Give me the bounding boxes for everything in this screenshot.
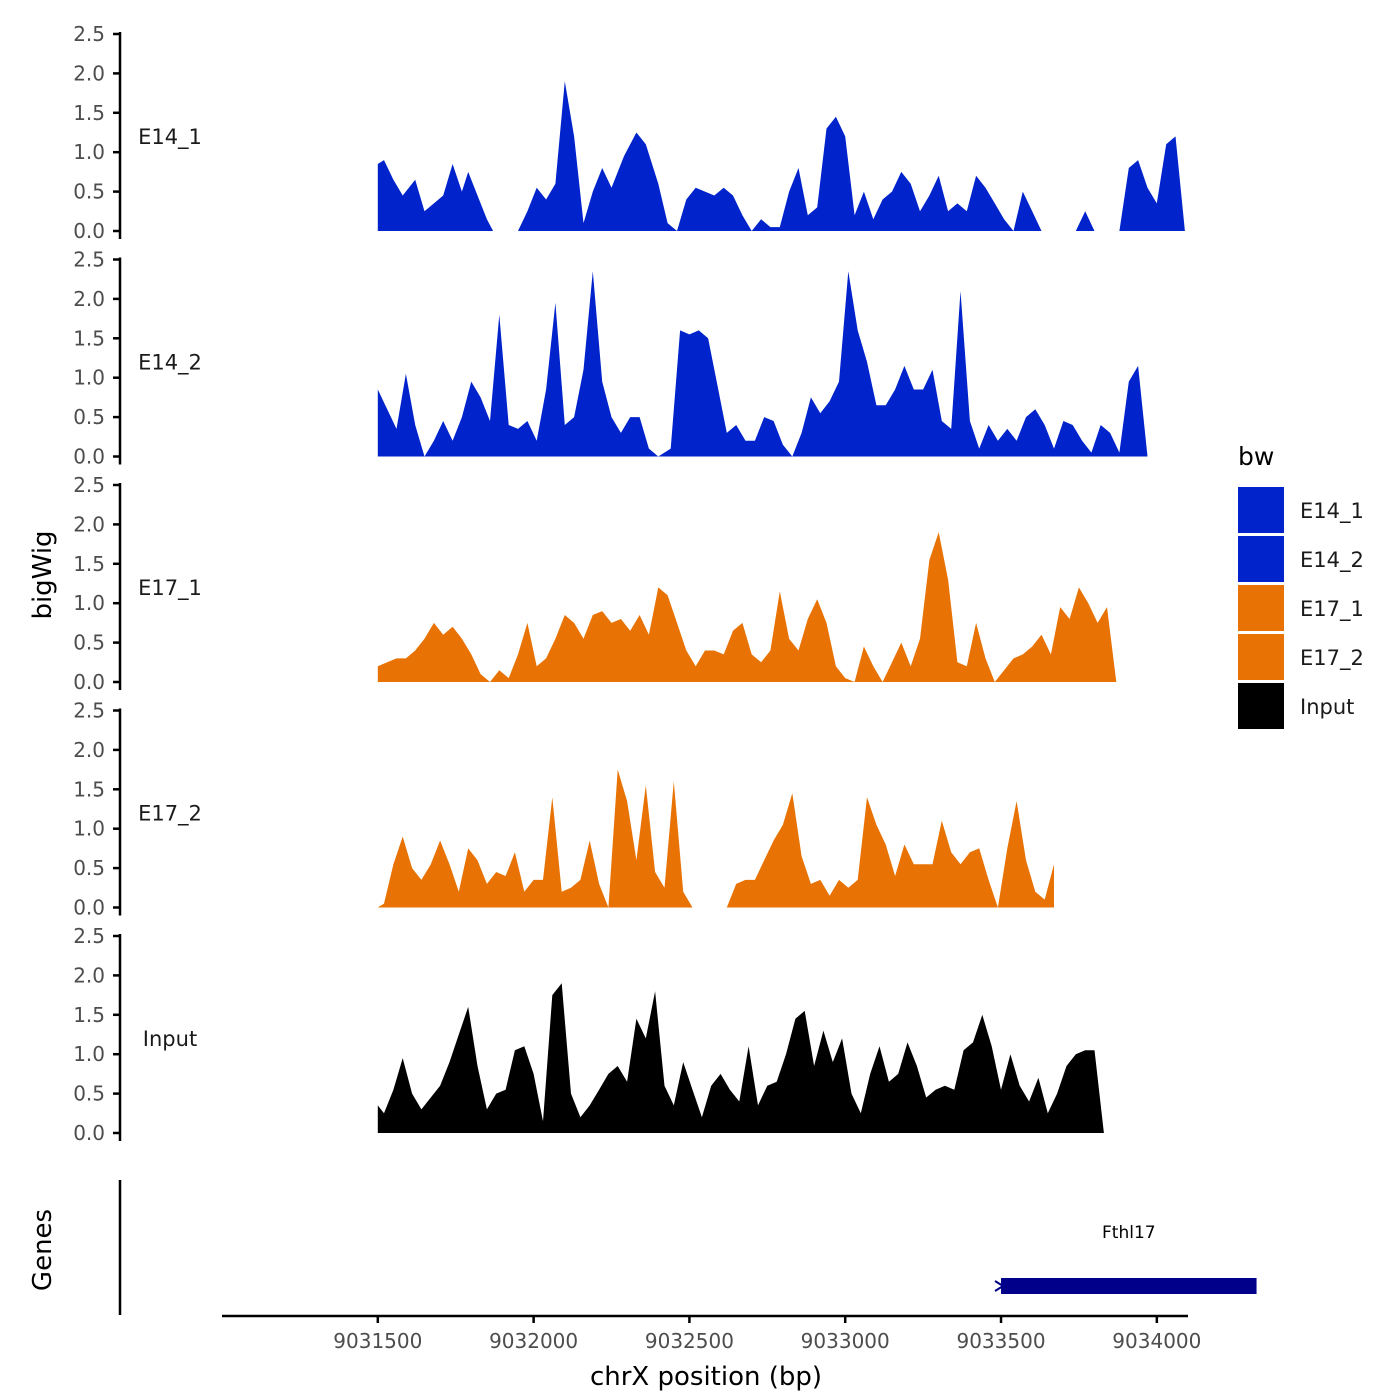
- x-ticks-layer: 9031500 9032000 9032500 9033000 9033500 90340…: [333, 1316, 1201, 1353]
- x-tick-label: 9033500: [956, 1329, 1045, 1353]
- tracks-layer: 0.0 0.5 1.0 1.5 2.0 2.5 E14_1 0.0 0.5 1.0 1.5 2.0 2.…: [73, 22, 1185, 1145]
- y-tick-label: 2.0: [73, 61, 105, 85]
- gene-strand-arrow: [994, 1280, 1005, 1292]
- legend: bw E14_1 E14_2 E17_1 E17_2 Input: [1238, 442, 1364, 729]
- track-e17-1: 0.0 0.5 1.0 1.5 2.0 2.5 E17_1: [73, 473, 1117, 694]
- signal-area-input: [377, 983, 1104, 1133]
- x-tick-label: 9033000: [801, 1329, 890, 1353]
- y-tick-label: 0.0: [73, 219, 105, 243]
- y-tick-label: 2.0: [73, 287, 105, 311]
- track-label: E14_2: [138, 351, 202, 376]
- y-tick-label: 1.0: [73, 591, 105, 615]
- legend-swatch: [1238, 585, 1284, 631]
- y-tick-label: 2.0: [73, 963, 105, 987]
- gene-panel: Genes Fthl17: [28, 1180, 1257, 1315]
- y-tick-label: 0.5: [73, 631, 105, 655]
- y-tick-label: 0.0: [73, 670, 105, 694]
- gene-label: Fthl17: [1102, 1223, 1156, 1243]
- legend-swatch: [1238, 683, 1284, 729]
- y-tick-label: 0.5: [73, 856, 105, 880]
- x-tick-label: 9032500: [645, 1329, 734, 1353]
- y-tick-label: 2.5: [73, 248, 105, 272]
- track-label: Input: [143, 1027, 197, 1051]
- y-tick-label: 2.5: [73, 924, 105, 948]
- legend-label: E14_1: [1300, 499, 1364, 524]
- y-tick-label: 0.5: [73, 180, 105, 204]
- track-label: E17_1: [138, 576, 202, 601]
- y-tick-label: 1.5: [73, 552, 105, 576]
- track-label: E17_2: [138, 802, 202, 827]
- signal-area-e14-1: [377, 81, 1185, 231]
- y-tick-label: 0.5: [73, 405, 105, 429]
- gene-body: [1001, 1278, 1257, 1294]
- y-tick-label: 0.0: [73, 896, 105, 920]
- track-e14-2: 0.0 0.5 1.0 1.5 2.0 2.5 E14_2: [73, 248, 1148, 469]
- legend-title: bw: [1238, 442, 1274, 471]
- signal-area-e14-2: [377, 271, 1148, 457]
- y-tick-label: 2.0: [73, 512, 105, 536]
- y-tick-label: 1.0: [73, 1042, 105, 1066]
- y-tick-label: 1.5: [73, 1003, 105, 1027]
- signal-area-e17-2: [377, 769, 1054, 908]
- legend-label: E17_1: [1300, 597, 1364, 622]
- genes-layer: Fthl17: [994, 1223, 1257, 1294]
- legend-label: E14_2: [1300, 548, 1364, 573]
- y-tick-label: 2.0: [73, 738, 105, 762]
- signal-area-e17-1: [377, 532, 1117, 682]
- track-e17-2: 0.0 0.5 1.0 1.5 2.0 2.5 E17_2: [73, 699, 1054, 920]
- x-axis-title: chrX position (bp): [590, 1362, 822, 1392]
- y-tick-label: 0.5: [73, 1082, 105, 1106]
- y-tick-label: 1.5: [73, 777, 105, 801]
- y-tick-label: 0.0: [73, 1121, 105, 1145]
- y-tick-label: 2.5: [73, 473, 105, 497]
- x-tick-label: 9031500: [333, 1329, 422, 1353]
- legend-label: E17_2: [1300, 646, 1364, 671]
- y-tick-label: 2.5: [73, 699, 105, 723]
- legend-swatch: [1238, 536, 1284, 582]
- legend-label: Input: [1300, 695, 1354, 719]
- legend-swatch: [1238, 634, 1284, 680]
- gene-panel-title: Genes: [28, 1209, 58, 1291]
- y-axis-title: bigWig: [28, 530, 58, 619]
- y-tick-label: 1.0: [73, 366, 105, 390]
- x-axis: 9031500 9032000 9032500 9033000 9033500 90340…: [222, 1314, 1201, 1392]
- track-label: E14_1: [138, 125, 202, 150]
- y-tick-label: 0.0: [73, 445, 105, 469]
- track-e14-1: 0.0 0.5 1.0 1.5 2.0 2.5 E14_1: [73, 22, 1185, 243]
- legend-swatch: [1238, 487, 1284, 533]
- y-tick-label: 2.5: [73, 22, 105, 46]
- y-tick-label: 1.5: [73, 326, 105, 350]
- x-tick-label: 9032000: [489, 1329, 578, 1353]
- legend-items: E14_1 E14_2 E17_1 E17_2 Input: [1238, 487, 1364, 729]
- track-input: 0.0 0.5 1.0 1.5 2.0 2.5 Input: [73, 924, 1104, 1145]
- y-tick-label: 1.0: [73, 140, 105, 164]
- x-tick-label: 9034000: [1112, 1329, 1201, 1353]
- y-tick-label: 1.0: [73, 817, 105, 841]
- y-tick-label: 1.5: [73, 101, 105, 125]
